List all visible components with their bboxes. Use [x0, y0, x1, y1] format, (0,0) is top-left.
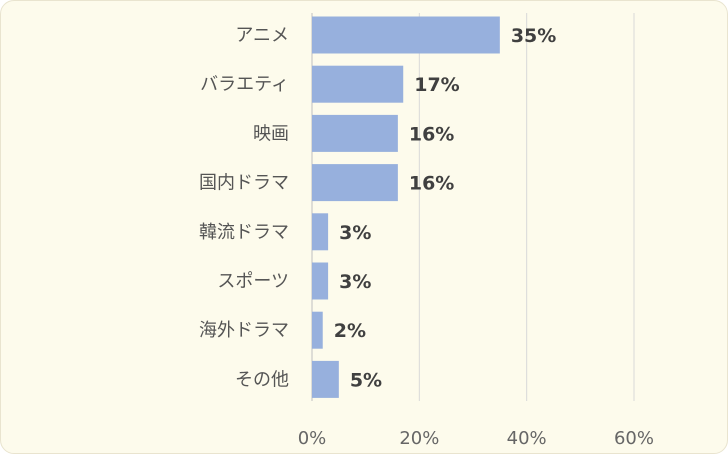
category-label-1: バラエティ [200, 74, 289, 95]
bar-2 [312, 114, 398, 152]
value-label-0: 35% [511, 25, 556, 47]
bar-5 [312, 262, 329, 300]
bar-4 [312, 213, 329, 251]
category-label-0: アニメ [235, 25, 289, 46]
x-tick-label-3: 60% [614, 428, 654, 449]
x-tick-label-1: 20% [399, 428, 439, 449]
label-layer: アニメ 35% バラエティ 17% 映画 16% 国内ドラマ 16% 韓流ドラマ 3% スポーツ 3%… [199, 25, 556, 391]
value-label-5: 3% [339, 271, 371, 293]
value-label-3: 16% [409, 173, 454, 195]
value-label-2: 16% [409, 123, 454, 145]
category-label-4: 韓流ドラマ [199, 222, 289, 243]
value-label-6: 2% [334, 320, 366, 342]
value-label-4: 3% [339, 222, 371, 244]
bar-7 [312, 360, 339, 398]
category-label-7: その他 [235, 369, 289, 390]
value-label-7: 5% [350, 369, 382, 391]
bar-0 [312, 16, 500, 54]
x-tick-label-2: 40% [507, 428, 547, 449]
bar-1 [312, 65, 404, 103]
bar-3 [312, 164, 398, 202]
category-label-3: 国内ドラマ [199, 173, 289, 194]
x-axis-ticks: 0% 20% 40% 60% [298, 428, 654, 449]
value-label-1: 17% [414, 74, 459, 96]
category-label-5: スポーツ [217, 271, 289, 292]
category-label-2: 映画 [253, 123, 289, 144]
x-tick-label-0: 0% [298, 428, 327, 449]
category-label-6: 海外ドラマ [199, 320, 289, 341]
bar-6 [312, 311, 323, 349]
bar-layer [312, 16, 500, 398]
